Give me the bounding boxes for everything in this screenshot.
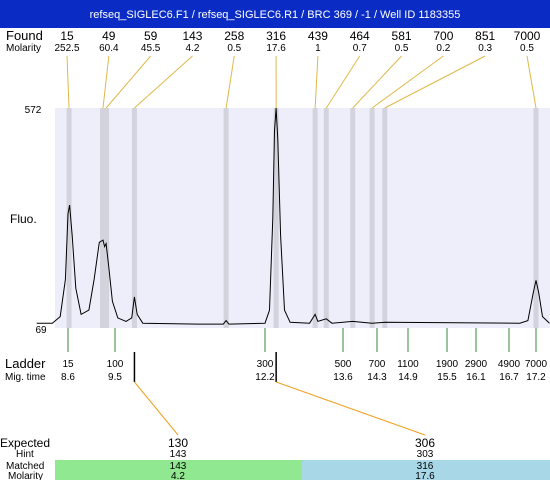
peak-bands (66, 108, 539, 328)
chart-title: refseq_SIGLEC6.F1 / refseq_SIGLEC6.R1 / … (90, 9, 461, 21)
fluorescence-trace (36, 107, 550, 325)
found-molarity-label: 0.5 (227, 43, 241, 54)
found-connector (102, 55, 110, 109)
peak-band (99, 108, 106, 328)
molarity-bottom-label: Molarity (8, 471, 43, 480)
ladder-size-label: 500 (335, 359, 352, 370)
found-connector (371, 55, 444, 109)
found-size-label: 258 (224, 29, 244, 43)
ladder-size-label: 4900 (498, 359, 521, 370)
found-molarity-label: 45.5 (141, 43, 161, 54)
expected-label: Expected (0, 436, 50, 450)
ladder-size-label: 300 (257, 359, 274, 370)
fluo-axis-label: Fluo. (10, 212, 37, 226)
ladder-time-label: 12.2 (255, 372, 275, 383)
expected-connector (134, 381, 179, 436)
peak-band (369, 108, 375, 328)
found-size-label: 49 (102, 29, 116, 43)
ladder-size-label: 15 (62, 359, 74, 370)
peak-band (223, 108, 229, 328)
matched-molarity-value: 17.6 (415, 471, 435, 480)
ladder-size-label: 1100 (397, 359, 419, 370)
found-molarity-label: 252.5 (54, 43, 79, 54)
peak-band (312, 108, 318, 328)
found-molarity-label: 4.2 (186, 43, 200, 54)
matched-value: 316 (417, 461, 434, 472)
y-tick-max: 572 (25, 105, 42, 116)
found-size-label: 851 (475, 29, 495, 43)
ladder-time-label: 17.2 (526, 372, 546, 383)
hint-value: 143 (170, 449, 187, 460)
title-bar (0, 0, 550, 28)
ladder-size-label: 1900 (436, 359, 459, 370)
found-size-label: 581 (392, 29, 412, 43)
ladder-time-label: 9.5 (108, 372, 122, 383)
found-molarity-label: 60.4 (99, 43, 119, 54)
y-tick-min: 69 (35, 325, 47, 336)
ladder-time-label: 15.5 (437, 372, 457, 383)
found-size-label: 316 (266, 29, 286, 43)
peak-band (66, 108, 72, 328)
ladder-time-label: 8.6 (61, 372, 75, 383)
connector-lines (66, 55, 537, 352)
found-connector (352, 55, 402, 109)
matched-label: Matched (6, 461, 44, 472)
found-size-label: 439 (308, 29, 328, 43)
found-size-label: 464 (350, 29, 370, 43)
plot-area (55, 108, 550, 328)
found-connector (66, 55, 70, 109)
found-molarity-label: 0.5 (520, 43, 534, 54)
found-molarity-label: 0.3 (478, 43, 492, 54)
found-connector (105, 55, 152, 109)
found-molarity-label: 0.7 (353, 43, 367, 54)
found-molarity-label: 1 (315, 43, 321, 54)
found-molarity-label: 0.5 (395, 43, 409, 54)
found-connector (384, 55, 486, 109)
found-molarity-label: 17.6 (266, 43, 286, 54)
peak-band (382, 108, 388, 328)
ladder-time-label: 16.7 (499, 372, 519, 383)
ladder-time-label: 16.1 (466, 372, 486, 383)
molarity-label: Molarity (6, 43, 41, 54)
ladder-label: Ladder (5, 356, 46, 371)
ladder-size-label: 7000 (525, 359, 548, 370)
hint-value: 303 (417, 449, 434, 460)
peak-band (103, 108, 110, 328)
found-size-label: 7000 (514, 29, 541, 43)
expected-value: 130 (168, 436, 188, 450)
matched-bar-blue (302, 460, 550, 480)
found-connector (314, 55, 319, 109)
ladder-size-label: 2900 (465, 359, 488, 370)
found-connector (526, 55, 537, 109)
ladder-size-label: 700 (369, 359, 386, 370)
found-connector (225, 55, 235, 109)
found-molarity-label: 0.2 (436, 43, 450, 54)
peak-band (323, 108, 329, 328)
expected-value: 306 (415, 436, 435, 450)
found-connector (134, 55, 193, 109)
found-size-label: 59 (144, 29, 158, 43)
peak-band (350, 108, 356, 328)
peak-band (131, 108, 137, 328)
peak-band (273, 108, 279, 328)
ladder-time-label: 14.3 (367, 372, 387, 383)
hint-label: Hint (16, 449, 34, 460)
peak-labels: 15252.54960.45945.51434.22580.531617.643… (54, 29, 547, 383)
ladder-time-label: 13.6 (333, 372, 353, 383)
peak-band (533, 108, 539, 328)
found-connector (325, 55, 361, 109)
mig-time-label: Mig. time (5, 372, 46, 383)
ladder-size-label: 100 (107, 359, 124, 370)
ladder-time-label: 14.9 (398, 372, 418, 383)
matched-molarity-value: 4.2 (171, 471, 185, 480)
matched-value: 143 (170, 461, 187, 472)
found-size-label: 15 (60, 29, 74, 43)
expected-connector (275, 381, 426, 436)
matched-bar-green (55, 460, 302, 480)
found-label: Found (6, 28, 43, 43)
found-size-label: 700 (433, 29, 453, 43)
found-size-label: 143 (182, 29, 202, 43)
